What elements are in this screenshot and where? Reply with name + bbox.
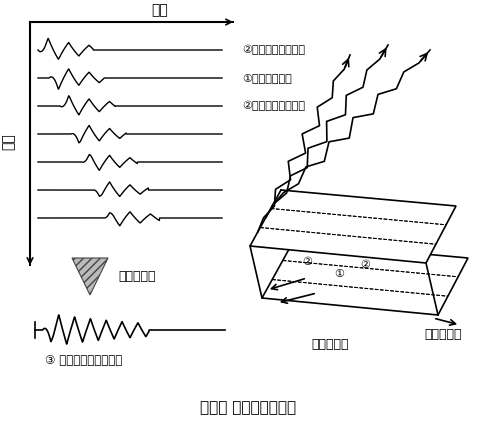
Text: 図－１ 地震波の作り方: 図－１ 地震波の作り方 <box>200 400 296 416</box>
Polygon shape <box>250 190 456 263</box>
Text: 距離: 距離 <box>1 133 15 150</box>
Text: ①: ① <box>334 269 344 279</box>
Text: ③ 大地震の地震動波形: ③ 大地震の地震動波形 <box>45 354 122 367</box>
Text: 断層モデル: 断層モデル <box>311 338 349 352</box>
Text: ②: ② <box>361 261 371 270</box>
Text: 時間: 時間 <box>152 3 168 17</box>
Text: ①震源の地震波: ①震源の地震波 <box>242 73 292 83</box>
Text: ②: ② <box>302 257 312 267</box>
Text: 重ね合わせ: 重ね合わせ <box>118 269 156 282</box>
Polygon shape <box>72 258 108 295</box>
Text: 破壊の進行: 破壊の進行 <box>424 328 462 341</box>
Polygon shape <box>262 242 468 315</box>
Text: ②震源の隣の地震波: ②震源の隣の地震波 <box>242 45 305 55</box>
Text: ②震源の隣の地震波: ②震源の隣の地震波 <box>242 101 305 111</box>
